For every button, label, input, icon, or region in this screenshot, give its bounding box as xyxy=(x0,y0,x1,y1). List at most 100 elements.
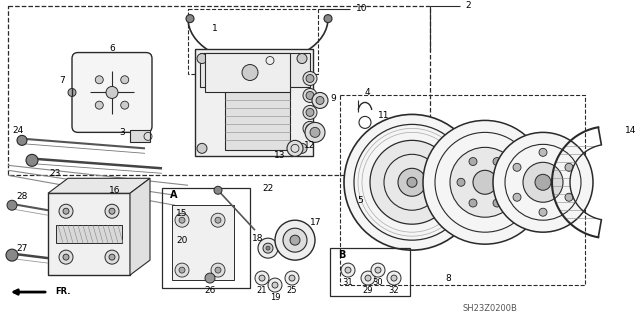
Circle shape xyxy=(407,177,417,187)
Circle shape xyxy=(179,267,185,273)
Bar xyxy=(56,225,122,243)
Circle shape xyxy=(17,135,27,145)
Circle shape xyxy=(211,213,225,227)
Text: 17: 17 xyxy=(310,218,321,227)
Circle shape xyxy=(175,263,189,277)
Text: 16: 16 xyxy=(109,186,121,195)
Circle shape xyxy=(272,282,278,288)
Circle shape xyxy=(95,101,103,109)
Circle shape xyxy=(215,267,221,273)
Text: 21: 21 xyxy=(257,286,268,294)
Text: 4: 4 xyxy=(365,88,371,97)
Circle shape xyxy=(493,132,593,232)
Text: 10: 10 xyxy=(356,4,367,13)
Text: 19: 19 xyxy=(269,293,280,301)
Circle shape xyxy=(493,158,501,166)
Circle shape xyxy=(109,254,115,260)
Circle shape xyxy=(285,271,299,285)
Circle shape xyxy=(297,143,307,153)
Circle shape xyxy=(535,174,551,190)
Circle shape xyxy=(398,168,426,196)
Circle shape xyxy=(306,92,314,100)
Circle shape xyxy=(306,124,314,132)
Text: SH23Z0200B: SH23Z0200B xyxy=(463,303,517,313)
Circle shape xyxy=(306,75,314,83)
Circle shape xyxy=(259,275,265,281)
Circle shape xyxy=(344,115,480,250)
Circle shape xyxy=(175,213,189,227)
Bar xyxy=(340,95,585,285)
Text: 29: 29 xyxy=(363,286,373,294)
Circle shape xyxy=(59,250,73,264)
Circle shape xyxy=(539,148,547,156)
Bar xyxy=(48,193,130,275)
Circle shape xyxy=(68,88,76,96)
Circle shape xyxy=(305,122,325,142)
Circle shape xyxy=(457,178,465,186)
Text: 27: 27 xyxy=(16,244,28,253)
Circle shape xyxy=(493,199,501,207)
Circle shape xyxy=(513,163,521,171)
Circle shape xyxy=(106,86,118,99)
Circle shape xyxy=(215,217,221,223)
FancyBboxPatch shape xyxy=(72,53,152,132)
Bar xyxy=(172,205,234,280)
Circle shape xyxy=(370,140,454,224)
Circle shape xyxy=(391,275,397,281)
Text: 12: 12 xyxy=(304,141,316,150)
Text: 28: 28 xyxy=(16,192,28,201)
Circle shape xyxy=(205,273,215,283)
Text: 7: 7 xyxy=(59,76,65,85)
Circle shape xyxy=(297,54,307,63)
Text: FR.: FR. xyxy=(55,286,70,296)
Bar xyxy=(330,248,410,296)
Circle shape xyxy=(186,15,194,23)
Circle shape xyxy=(473,170,497,194)
Circle shape xyxy=(539,208,547,216)
Circle shape xyxy=(197,143,207,153)
Circle shape xyxy=(565,193,573,201)
Circle shape xyxy=(290,235,300,245)
Circle shape xyxy=(283,228,307,252)
Circle shape xyxy=(275,220,315,260)
Text: 26: 26 xyxy=(204,286,216,294)
Circle shape xyxy=(310,127,320,137)
Circle shape xyxy=(306,108,314,116)
Text: 18: 18 xyxy=(252,234,264,243)
Text: 6: 6 xyxy=(109,44,115,53)
Circle shape xyxy=(26,154,38,166)
Text: 8: 8 xyxy=(445,274,451,283)
Circle shape xyxy=(266,246,270,250)
Circle shape xyxy=(105,204,119,218)
Circle shape xyxy=(324,15,332,23)
Circle shape xyxy=(345,267,351,273)
Circle shape xyxy=(341,263,355,277)
Circle shape xyxy=(258,238,278,258)
Circle shape xyxy=(316,96,324,104)
Bar xyxy=(200,53,310,87)
Circle shape xyxy=(371,263,385,277)
Circle shape xyxy=(565,163,573,171)
Circle shape xyxy=(63,208,69,214)
Text: 32: 32 xyxy=(388,286,399,294)
Text: 3: 3 xyxy=(119,128,125,137)
Circle shape xyxy=(303,88,317,102)
Circle shape xyxy=(289,275,295,281)
Text: 11: 11 xyxy=(378,111,390,120)
Circle shape xyxy=(312,93,328,108)
Text: 25: 25 xyxy=(287,286,297,294)
Circle shape xyxy=(211,263,225,277)
Circle shape xyxy=(513,193,521,201)
Bar xyxy=(130,130,150,142)
Circle shape xyxy=(63,254,69,260)
Circle shape xyxy=(121,76,129,84)
Text: 30: 30 xyxy=(372,278,383,286)
Circle shape xyxy=(450,147,520,217)
Bar xyxy=(225,88,290,150)
Text: 9: 9 xyxy=(330,94,336,103)
Circle shape xyxy=(303,71,317,85)
Circle shape xyxy=(105,250,119,264)
Circle shape xyxy=(7,200,17,210)
Circle shape xyxy=(197,54,207,63)
Text: A: A xyxy=(170,190,177,200)
